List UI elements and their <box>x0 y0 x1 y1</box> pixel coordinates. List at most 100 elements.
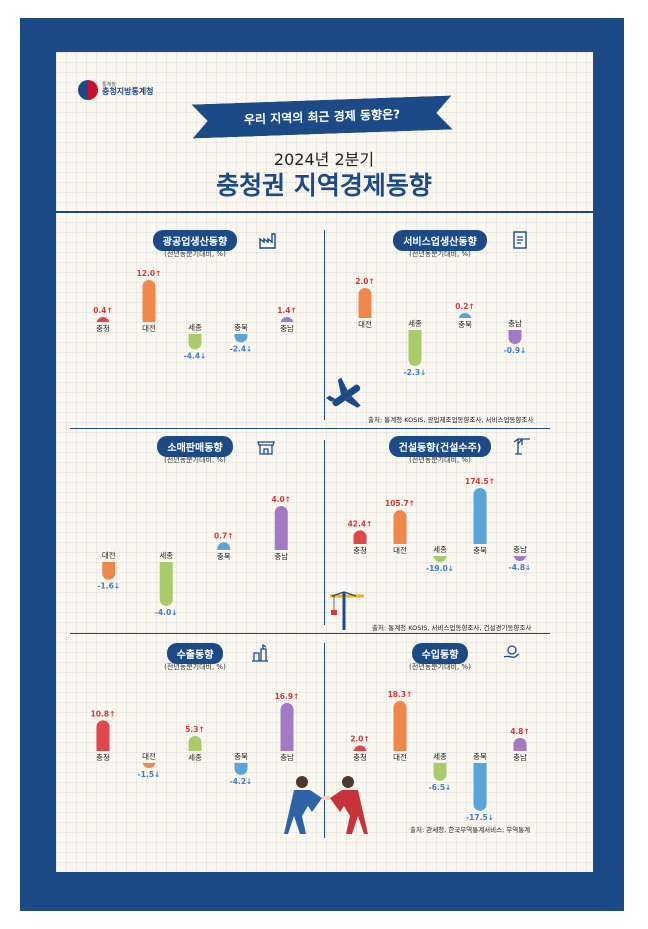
category-label-대전: 대전 <box>393 752 407 762</box>
category-label-세종: 세종 <box>408 319 422 328</box>
org-logo: 통계청 충청지방통계청 <box>78 80 154 100</box>
category-label-충북: 충북 <box>217 552 231 561</box>
bar-세종 <box>433 555 447 563</box>
value-label-충남: 1.4↑ <box>277 306 297 315</box>
panel-subtitle: (전년동분기대비, %) <box>409 250 471 258</box>
category-label-세종: 세종 <box>188 323 202 332</box>
bar-대전 <box>142 280 156 322</box>
bar-세종 <box>159 562 173 606</box>
panel-title: 소매판매동향 <box>157 436 233 457</box>
storefront-icon <box>257 441 275 455</box>
export-bar-chart: 충청 10.8↑ 대전 -1.5↓ 세종 5.3↑ 충북 -4.2↓ 충남 16.9↑ <box>91 692 300 786</box>
org-small-label: 통계청 <box>102 81 116 88</box>
value-label-충북: -2.4↓ <box>230 344 253 353</box>
bar-대전 <box>102 562 116 580</box>
value-label-세종: -19.0↓ <box>426 564 454 573</box>
value-label-충북: 0.2↑ <box>455 302 475 311</box>
value-label-충남: 16.9↑ <box>275 692 300 701</box>
period-label: 2024년 2분기 <box>273 150 375 169</box>
panel-subtitle: (전년동분기대비, %) <box>164 663 226 671</box>
value-label-대전: 2.0↑ <box>355 277 375 286</box>
factory-icon <box>259 233 276 249</box>
bar-충남 <box>508 330 522 345</box>
category-label-충남: 충남 <box>280 753 294 762</box>
category-label-충청: 충청 <box>353 753 367 762</box>
panel-subtitle: (전년동분기대비, %) <box>409 663 471 671</box>
category-label-세종: 세종 <box>433 752 447 761</box>
retail-bar-chart: 대전 -1.6↓ 세종 -4.0↓ 충북 0.7↑ 충남 4.0↑ <box>97 495 291 617</box>
value-label-대전: -1.5↓ <box>138 770 161 779</box>
category-label-충청: 충청 <box>353 546 367 555</box>
value-label-충청: 42.4↑ <box>348 519 373 528</box>
airplane-icon <box>326 377 361 408</box>
taegeuk-logo-icon <box>78 80 98 100</box>
category-label-충남: 충남 <box>513 545 527 554</box>
category-label-대전: 대전 <box>102 550 116 560</box>
bar-대전 <box>142 761 156 768</box>
category-label-대전: 대전 <box>393 545 407 555</box>
col-divider-2 <box>324 440 325 625</box>
panel-title: 건설동향(건설수주) <box>388 436 492 457</box>
source-row2: 출처: 통계청 KOSIS, 서비스업동향조사, 건설경기동향조사 <box>372 624 532 632</box>
category-label-충북: 충북 <box>458 320 472 329</box>
panel-subtitle: (전년동분기대비, %) <box>164 250 226 258</box>
value-label-충남: 4.0↑ <box>271 495 291 504</box>
panel-imports: 수입동향 (전년동분기대비, %) 충청 2.0↑ 대전 18.3↑ 세종 -6.5↓ 충북… <box>340 643 540 833</box>
export-icon <box>252 643 268 662</box>
bar-세종 <box>408 330 422 366</box>
bar-충남 <box>280 703 294 751</box>
value-label-세종: -4.4↓ <box>184 351 207 360</box>
bar-충북 <box>234 334 248 343</box>
panel-retail-sales: 소매판매동향 (전년동분기대비, %) 대전 -1.6↓ 세종 -4.0↓ 충북 0.7↑… <box>80 436 310 626</box>
page-title: 충청권 지역경제동향 <box>216 171 432 200</box>
value-label-대전: 18.3↑ <box>388 690 413 699</box>
row-divider-2 <box>70 633 550 634</box>
category-label-충청: 충청 <box>96 324 110 333</box>
import-bar-chart: 충청 2.0↑ 대전 18.3↑ 세종 -6.5↓ 충북 -17.5↓ 충남 4.8↑ <box>350 690 530 822</box>
bar-충청 <box>96 720 110 751</box>
bar-충남 <box>280 317 294 324</box>
category-label-충북: 충북 <box>234 752 248 761</box>
bar-충청 <box>353 530 367 544</box>
panel-title: 수입동향 <box>411 643 469 664</box>
panel-title: 서비스업생산동향 <box>393 230 487 251</box>
category-label-세종: 세종 <box>159 551 173 560</box>
value-label-세종: 5.3↑ <box>185 725 205 734</box>
category-label-충북: 충북 <box>234 323 248 332</box>
crane-icon <box>513 438 530 455</box>
bar-충북 <box>473 763 487 811</box>
service-bar-chart: 대전 2.0↑ 세종 -2.3↓ 충북 0.2↑ 충남 -0.9↓ <box>355 277 526 377</box>
value-label-충청: 0.4↑ <box>93 306 113 315</box>
category-label-충북: 충북 <box>473 752 487 761</box>
value-label-충북: 0.7↑ <box>214 531 234 540</box>
category-label-대전: 대전 <box>142 751 156 761</box>
bar-세종 <box>188 735 202 751</box>
panel-subtitle: (전년동분기대비, %) <box>409 456 471 464</box>
panel-mining-production: 광공업생산동향 (전년동분기대비, %) 충청 0.4↑ 대전 12.0↑ 세종 -4.4… <box>80 230 310 420</box>
import-icon <box>503 645 520 658</box>
handshake-people-illustration <box>284 776 368 834</box>
value-label-세종: -4.0↓ <box>155 608 178 617</box>
col-divider-3 <box>324 643 325 838</box>
panel-title: 수출동향 <box>166 643 224 664</box>
value-label-충청: 2.0↑ <box>350 735 370 744</box>
bar-충남 <box>274 506 288 550</box>
panel-service-production: 서비스업생산동향 (전년동분기대비, %) 대전 2.0↑ 세종 -2.3↓ 충북 0.2… <box>340 230 540 420</box>
header-divider <box>56 211 593 213</box>
category-label-세종: 세종 <box>433 545 447 554</box>
category-label-충남: 충남 <box>508 319 522 328</box>
bar-충북 <box>458 313 472 320</box>
bar-세종 <box>433 763 447 781</box>
category-label-충남: 충남 <box>280 324 294 333</box>
panel-construction: 건설동향(건설수주) (전년동분기대비, %) 충청 42.4↑ 대전 105.7↑ 세… <box>340 436 540 626</box>
source-row3: 출처: 관세청, 한국무역통계서비스, 무역통계 <box>410 826 531 834</box>
mining-bar-chart: 충청 0.4↑ 대전 12.0↑ 세종 -4.4↓ 충북 -2.4↓ 충남 1.4↑ <box>93 269 297 360</box>
value-label-대전: -1.6↓ <box>97 582 120 591</box>
bar-충북 <box>217 542 231 550</box>
row-divider-1 <box>70 428 550 429</box>
bar-충청 <box>353 745 367 753</box>
bar-충북 <box>473 488 487 544</box>
value-label-충청: 10.8↑ <box>91 709 116 718</box>
bar-충북 <box>234 763 248 775</box>
panel-subtitle: (전년동분기대비, %) <box>164 456 226 464</box>
